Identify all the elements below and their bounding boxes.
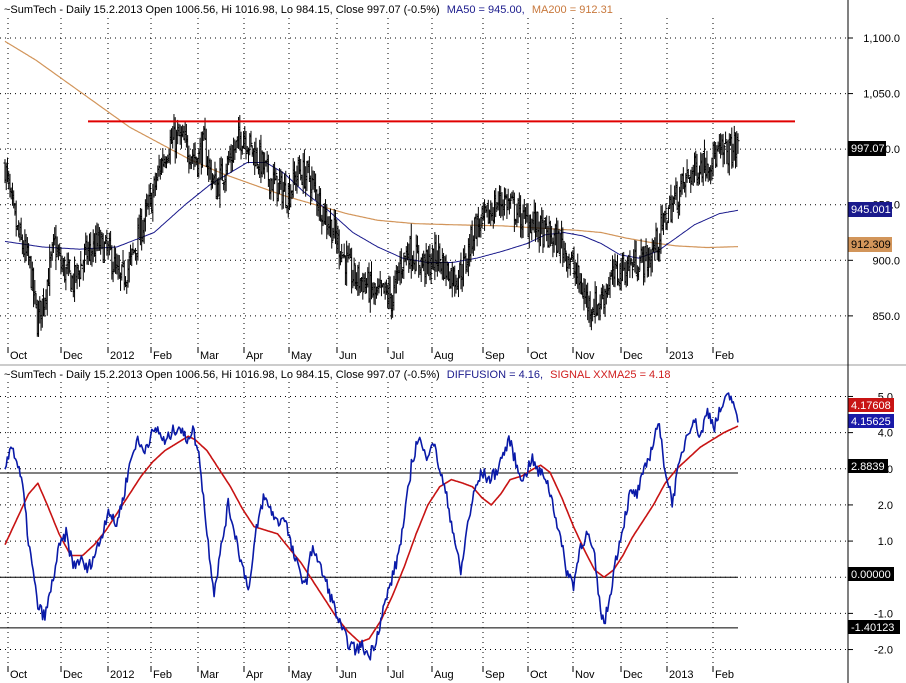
price-ylabel: 1,050.0 — [863, 89, 900, 101]
diffusion-ylabel: 2.0 — [878, 500, 893, 512]
diffusion-legend: DIFFUSION = 4.16, — [447, 369, 543, 381]
price-ylabel: 900.0 — [872, 255, 900, 267]
price-xlabel: Jul — [390, 350, 404, 362]
signal-legend: SIGNAL XXMA25 = 4.18 — [550, 369, 670, 381]
signal-path — [4, 425, 739, 644]
diffusion-badges: 4.17608 4.15625 2.8839 0.00000 -1.40123 — [848, 398, 900, 634]
diffusion-line — [4, 392, 739, 661]
price-ylabel: 1,100.0 — [863, 33, 900, 45]
diffusion-hlines — [0, 472, 738, 629]
diffusion-xlabel: Oct — [530, 669, 547, 681]
price-xlabel: Sep — [485, 350, 505, 362]
close-badge-bg — [848, 141, 886, 156]
diffusion-xlabel: Jun — [339, 669, 357, 681]
diffusion-xlabel: Oct — [10, 669, 27, 681]
diffusion-title-bg — [0, 366, 848, 381]
diffusion-xlabel: Aug — [434, 669, 454, 681]
diffusion-xlabel: 2013 — [669, 669, 693, 681]
diffusion-xlabel: Dec — [623, 669, 643, 681]
price-xlabel: Oct — [10, 350, 27, 362]
diffusion-xlabel: 2012 — [110, 669, 134, 681]
price-title-bg — [0, 0, 848, 17]
price-xlabel: Oct — [530, 350, 547, 362]
signal-line — [4, 425, 739, 644]
price-xlabel: Aug — [434, 350, 454, 362]
hline-badge-upper-bg — [848, 459, 888, 473]
ma200-legend: MA200 = 912.31 — [532, 4, 613, 16]
price-panel: ~SumTech - Daily 15.2.2013 Open 1006.56,… — [0, 0, 900, 362]
price-xlabel: 2012 — [110, 350, 134, 362]
diffusion-ylabel: -1.0 — [874, 608, 893, 620]
price-xlabel: 2013 — [669, 350, 693, 362]
ma200-line — [4, 40, 739, 249]
hline-badge-upper: 2.8839 — [851, 461, 885, 473]
hline-badge-lower: -1.40123 — [851, 622, 894, 634]
diffusion-path — [4, 392, 739, 661]
diffusion-panel: ~SumTech - Daily 15.2.2013 Open 1006.56,… — [0, 366, 900, 681]
price-ylabel: 850.0 — [872, 311, 900, 323]
price-xlabel: Mar — [200, 350, 219, 362]
ma200-badge-bg — [848, 237, 892, 252]
close-badge: 997.07 — [851, 143, 885, 155]
ma50-badge-bg — [848, 202, 892, 217]
ma50-legend: MA50 = 945.00, — [447, 4, 525, 16]
diffusion-title: ~SumTech - Daily 15.2.2013 Open 1006.56,… — [4, 369, 670, 381]
price-bars — [3, 114, 740, 337]
price-xlabel: Feb — [153, 350, 172, 362]
price-xlabel: May — [291, 350, 312, 362]
diffusion-xlabel: Sep — [485, 669, 505, 681]
price-xlabel: Feb — [715, 350, 734, 362]
price-xlabel: Dec — [63, 350, 83, 362]
hline-badge-zero-bg — [848, 567, 894, 581]
diffusion-ylabel: -2.0 — [874, 645, 893, 657]
diffusion-xlabel: Feb — [715, 669, 734, 681]
signal-badge: 4.17608 — [851, 400, 891, 412]
ma50-badge: 945.001 — [851, 204, 891, 216]
diffusion-xlabel: Apr — [246, 669, 263, 681]
hline-badge-lower-bg — [848, 620, 900, 634]
diffusion-xlabel: Nov — [575, 669, 595, 681]
price-xlabel: Dec — [623, 350, 643, 362]
ma200-path — [4, 40, 739, 249]
diffusion-xlabel: May — [291, 669, 312, 681]
diffusion-xlabel: Feb — [153, 669, 172, 681]
diffusion-badge: 4.15625 — [851, 416, 891, 428]
price-x-axis: Oct Dec 2012 Feb Mar Apr May Jun Jul Aug Sep Oct Nov… — [7, 347, 734, 362]
diffusion-xlabel: Jul — [390, 669, 404, 681]
diffusion-ylabel: 1.0 — [878, 536, 893, 548]
price-badges: 997.07 945.001 912.309 — [848, 141, 892, 252]
ma200-badge: 912.309 — [851, 239, 891, 251]
diffusion-xlabel: Mar — [200, 669, 219, 681]
diffusion-badge-bg — [848, 414, 894, 428]
price-title: ~SumTech - Daily 15.2.2013 Open 1006.56,… — [4, 4, 613, 16]
hline-badge-zero: 0.00000 — [851, 569, 891, 581]
diffusion-ylabel: 4.0 — [878, 428, 893, 440]
price-xlabel: Nov — [575, 350, 595, 362]
ma50-line — [4, 162, 739, 263]
ma50-path — [4, 162, 739, 263]
diffusion-x-axis: Oct Dec 2012 Feb Mar Apr May Jun Jul Aug Sep Oct Nov… — [7, 666, 734, 681]
signal-badge-bg — [848, 398, 894, 412]
price-xlabel: Apr — [246, 350, 263, 362]
diffusion-xlabel: Dec — [63, 669, 83, 681]
price-xlabel: Jun — [339, 350, 357, 362]
